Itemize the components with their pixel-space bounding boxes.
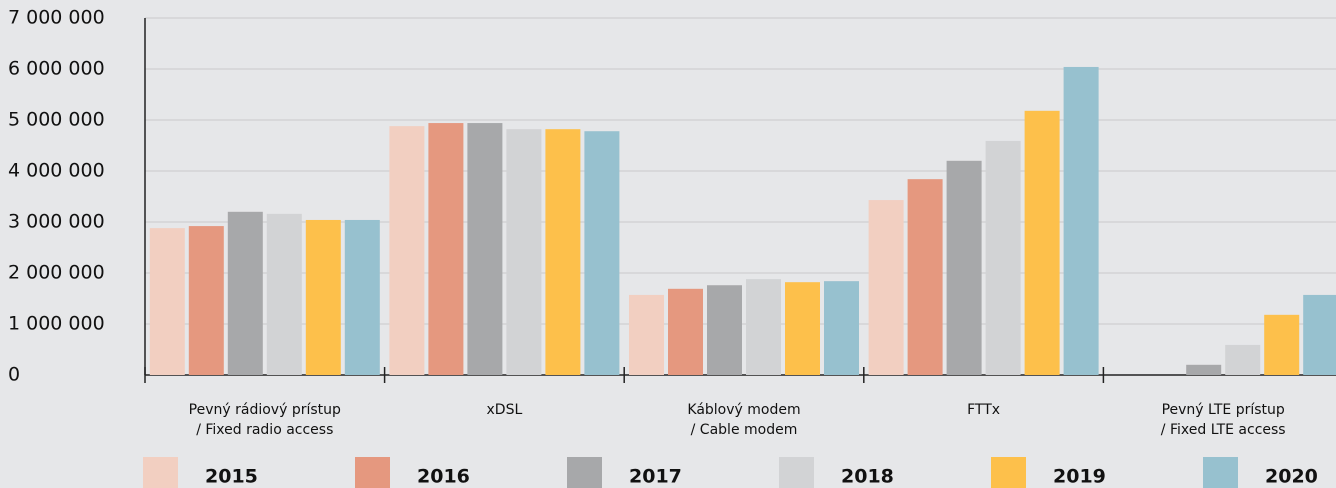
y-tick-label: 5 000 000	[8, 109, 105, 131]
y-tick-label: 0	[8, 364, 20, 386]
legend-label: 2017	[629, 466, 682, 488]
bar	[868, 200, 904, 375]
bar	[584, 131, 620, 375]
bar	[467, 123, 503, 375]
bar	[1063, 66, 1099, 376]
x-tick-label: / Cable modem	[691, 422, 798, 438]
x-tick-label: xDSL	[487, 402, 523, 418]
bar	[305, 219, 341, 375]
y-tick-label: 1 000 000	[8, 313, 105, 335]
bar	[1225, 344, 1261, 375]
legend-swatch	[567, 457, 602, 488]
x-tick-label: Káblový modem	[687, 402, 800, 418]
y-tick-label: 2 000 000	[8, 262, 105, 284]
bar	[629, 294, 664, 375]
y-tick-label: 7 000 000	[8, 7, 105, 29]
bar	[824, 281, 859, 375]
legend-label: 2019	[1053, 466, 1106, 488]
bar	[389, 126, 425, 376]
legend-swatch	[143, 457, 178, 488]
legend-swatch	[355, 457, 390, 488]
legend-label: 2016	[417, 466, 470, 488]
x-tick-label: / Fixed radio access	[196, 422, 333, 438]
bar	[668, 288, 703, 375]
bar	[1264, 314, 1300, 375]
y-tick-label: 6 000 000	[8, 58, 105, 80]
bar	[785, 282, 820, 375]
bar	[985, 140, 1021, 375]
bar	[707, 285, 742, 375]
bar	[266, 213, 302, 375]
legend-label: 2015	[205, 466, 258, 488]
bar	[946, 160, 982, 375]
bar	[227, 211, 263, 375]
bar	[907, 179, 943, 375]
y-tick-label: 4 000 000	[8, 160, 105, 182]
bar	[746, 279, 781, 375]
bar	[149, 228, 185, 375]
bar	[545, 129, 581, 375]
y-tick-label: 3 000 000	[8, 211, 105, 233]
bar	[344, 219, 380, 375]
legend-label: 2018	[841, 466, 894, 488]
bar	[428, 123, 464, 375]
x-tick-label: / Fixed LTE access	[1161, 422, 1286, 438]
x-tick-label: Pevný LTE prístup	[1162, 402, 1285, 418]
legend-swatch	[991, 457, 1026, 488]
bar	[506, 129, 542, 375]
x-tick-label: FTTx	[967, 402, 1000, 418]
bar	[1024, 110, 1060, 375]
bar	[1186, 364, 1222, 375]
bar	[188, 226, 224, 375]
legend-swatch	[779, 457, 814, 488]
x-tick-label: Pevný rádiový prístup	[189, 402, 341, 418]
bar	[1303, 294, 1336, 375]
legend-label: 2020	[1265, 466, 1318, 488]
legend-swatch	[1203, 457, 1238, 488]
